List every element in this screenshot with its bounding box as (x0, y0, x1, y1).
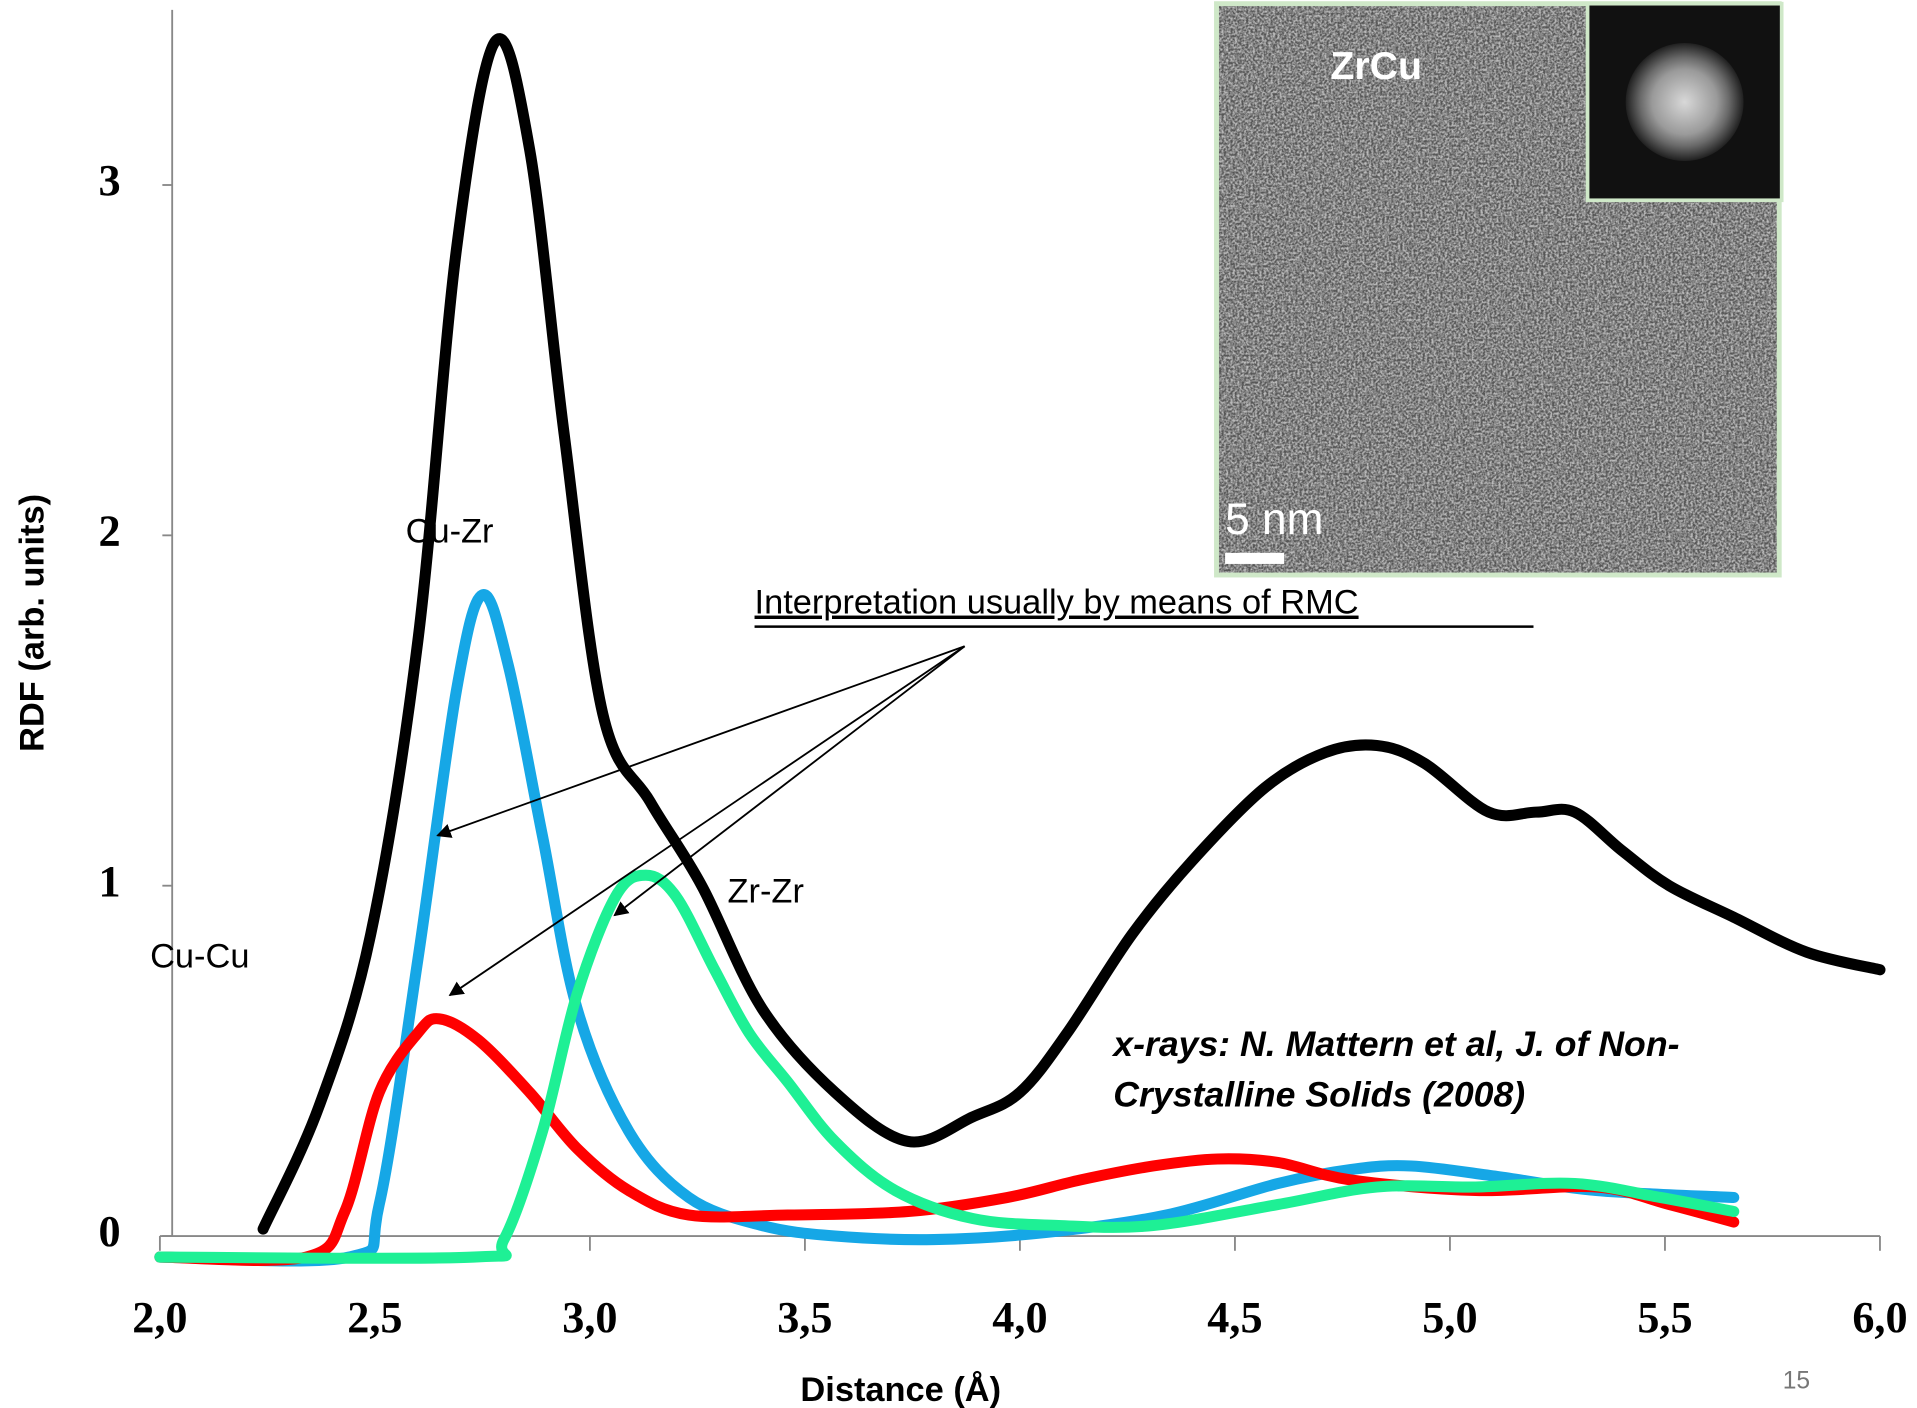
y-tick-label: 2 (98, 507, 120, 556)
x-tick-label: 3,0 (562, 1293, 617, 1342)
y-tick-label: 3 (98, 156, 120, 205)
tem-inset: ZrCu 5 nm (1217, 4, 1782, 575)
series-line (160, 595, 1734, 1261)
x-tick-label: 5,0 (1422, 1293, 1477, 1342)
y-axis-title: RDF (arb. units) (14, 494, 52, 752)
label-zr-zr: Zr-Zr (728, 872, 804, 910)
inset-label: ZrCu (1330, 44, 1422, 88)
y-tick-label: 0 (98, 1207, 120, 1256)
x-tick-label: 5,5 (1637, 1293, 1692, 1342)
x-tick-label: 6,0 (1852, 1293, 1907, 1342)
x-tick-label: 2,5 (347, 1293, 402, 1342)
chart: 0 1 2 3 2,0 2,5 3,0 3,5 4,0 4,5 5,0 5,5 6,0 Cu-Zr Cu… (0, 0, 1917, 1408)
scale-bar-label: 5 nm (1225, 495, 1323, 544)
x-tick-label: 4,0 (992, 1293, 1047, 1342)
page-number: 15 (1783, 1368, 1810, 1395)
x-axis-title: Distance (Å) (800, 1369, 1001, 1408)
x-tick-label: 2,0 (132, 1293, 187, 1342)
y-tick-label: 1 (98, 857, 120, 906)
label-cu-cu: Cu-Cu (150, 937, 249, 975)
annotation: Interpretation usually by means of RMC (755, 584, 1359, 622)
citation-line: x-rays: N. Mattern et al, J. of Non- (1111, 1024, 1679, 1064)
x-tick-label: 4,5 (1207, 1293, 1262, 1342)
x-tick-label: 3,5 (777, 1293, 832, 1342)
label-cu-zr: Cu-Zr (406, 512, 494, 550)
citation-line: Crystalline Solids (2008) (1113, 1075, 1525, 1115)
